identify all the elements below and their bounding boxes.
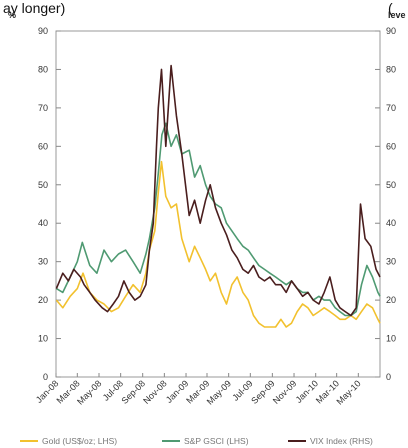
right-tick-label: 50: [386, 180, 396, 190]
right-tick-label: 30: [386, 257, 396, 267]
series-line-vix: [55, 64, 381, 317]
right-tick-label: 70: [386, 103, 396, 113]
header-text-left: ay longer): [3, 0, 66, 16]
x-tick-label: May-10: [334, 378, 362, 406]
left-tick-label: 60: [38, 141, 48, 151]
left-tick-label: 90: [38, 26, 48, 36]
legend-item-gold: Gold (US$/oz; LHS): [20, 436, 117, 446]
right-tick-label: 40: [386, 218, 396, 228]
header-text-right: (: [388, 0, 393, 16]
x-tick-label: May-08: [75, 378, 103, 406]
right-tick-label: 80: [386, 64, 396, 74]
x-tick-label: May-09: [205, 378, 233, 406]
x-tick-label: Nov-09: [271, 378, 299, 406]
left-tick-label: 10: [38, 334, 48, 344]
line-chart: 01020304050607080900102030405060708090Ja…: [34, 26, 396, 407]
left-tick-label: 0: [43, 372, 48, 382]
right-tick-label: 10: [386, 334, 396, 344]
series-line-sp-gsci: [55, 122, 381, 317]
left-tick-label: 30: [38, 257, 48, 267]
left-tick-label: 50: [38, 180, 48, 190]
left-tick-label: 70: [38, 103, 48, 113]
right-tick-label: 20: [386, 295, 396, 305]
right-tick-label: 90: [386, 26, 396, 36]
right-tick-label: 60: [386, 141, 396, 151]
legend-label-sp-gsci: S&P GSCI (LHS): [184, 436, 249, 446]
legend-swatch-vix: [288, 440, 306, 442]
left-tick-label: 40: [38, 218, 48, 228]
legend-item-vix: VIX Index (RHS): [288, 436, 373, 446]
right-tick-label: 0: [386, 372, 391, 382]
x-tick-label: Nov-08: [141, 378, 169, 406]
left-axis-unit: %: [8, 10, 17, 20]
plot-frame: [55, 30, 381, 378]
left-tick-label: 80: [38, 64, 48, 74]
legend-label-vix: VIX Index (RHS): [310, 436, 373, 446]
chart-legend: Gold (US$/oz; LHS) S&P GSCI (LHS) VIX In…: [0, 434, 408, 448]
right-axis-unit: leve: [388, 10, 406, 20]
series-line-gold: [55, 160, 381, 328]
legend-item-sp-gsci: S&P GSCI (LHS): [162, 436, 249, 446]
left-tick-label: 20: [38, 295, 48, 305]
legend-swatch-gold: [20, 440, 38, 442]
legend-swatch-sp-gsci: [162, 440, 180, 442]
legend-label-gold: Gold (US$/oz; LHS): [42, 436, 118, 446]
